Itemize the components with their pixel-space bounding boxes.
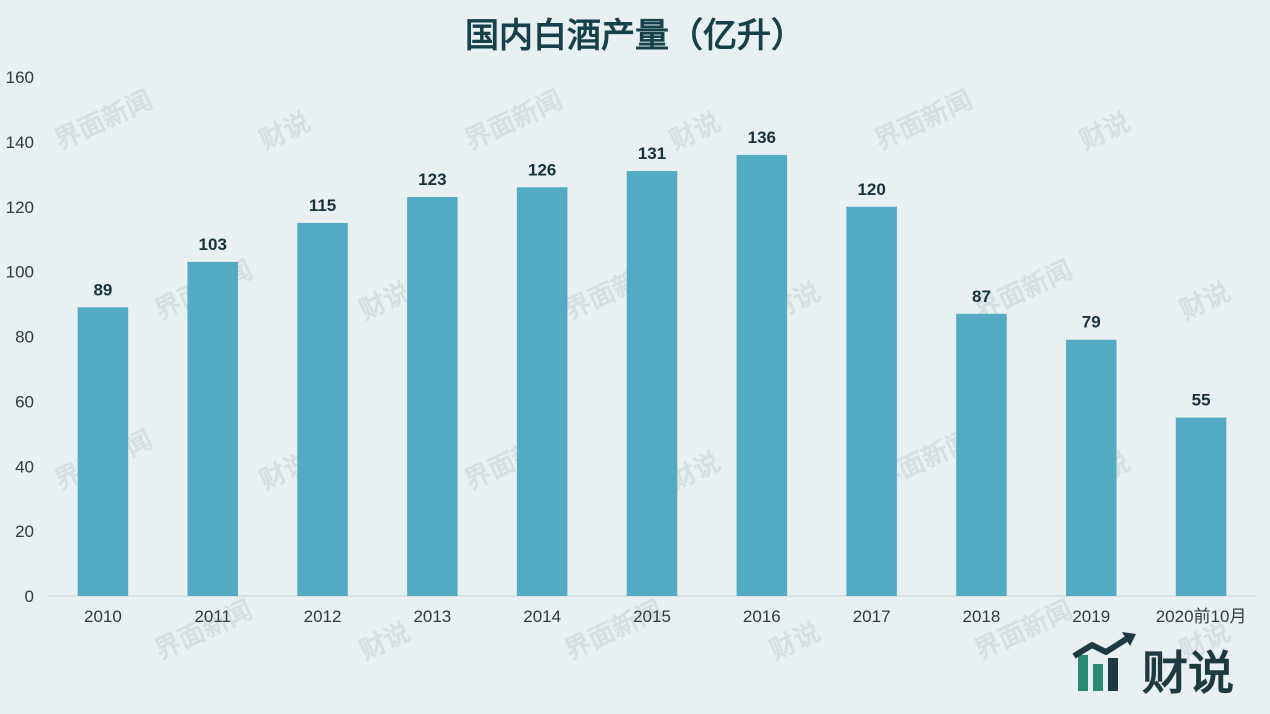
bar-2017 <box>846 206 897 596</box>
x-tick-label: 2016 <box>743 607 781 626</box>
x-tick-label: 2010 <box>84 607 122 626</box>
data-label: 87 <box>972 287 991 306</box>
x-tick-label: 2019 <box>1072 607 1110 626</box>
brand-logo: 财说 <box>1072 632 1234 700</box>
y-tick-label: 140 <box>6 133 34 152</box>
bar-2012 <box>297 222 348 596</box>
x-tick-label: 2014 <box>523 607 561 626</box>
watermark-text: 界面新闻 <box>460 84 567 156</box>
data-label: 115 <box>309 196 336 215</box>
watermark-text: 财说 <box>665 107 725 156</box>
bar-series <box>77 154 1227 597</box>
y-axis: 0 20 40 60 80 100 120 140 160 <box>6 68 34 606</box>
bar-chart-arrow-logo-icon <box>1072 632 1136 691</box>
data-label: 120 <box>857 180 885 199</box>
data-label: 136 <box>748 128 776 147</box>
data-label: 79 <box>1082 313 1101 332</box>
bar-2016 <box>736 154 788 596</box>
watermark-text: 财说 <box>355 617 415 666</box>
x-tick-label: 2012 <box>304 607 342 626</box>
bar-2015 <box>626 171 678 596</box>
x-tick-label: 2017 <box>853 607 891 626</box>
data-label: 123 <box>418 170 446 189</box>
x-tick-label: 2018 <box>963 607 1001 626</box>
data-label: 126 <box>528 160 556 179</box>
y-tick-label: 80 <box>15 328 34 347</box>
y-tick-label: 120 <box>6 198 34 217</box>
x-tick-label: 2013 <box>413 607 451 626</box>
data-label: 131 <box>638 144 666 163</box>
watermark-text: 财说 <box>355 277 415 326</box>
chart-title: 国内白酒产量（亿升） <box>465 16 805 56</box>
bar-2019 <box>1066 339 1117 596</box>
watermark-text: 界面新闻 <box>50 84 157 156</box>
x-axis: 2010 2011 2012 2013 2014 2015 2016 2017 2018 2019… <box>84 607 1246 626</box>
data-labels: 89 103 115 123 126 131 136 120 87 79 55 <box>93 128 1210 410</box>
y-tick-label: 40 <box>15 457 34 476</box>
bar-2013 <box>407 197 458 597</box>
y-tick-label: 160 <box>6 68 34 87</box>
watermark-text: 界面新闻 <box>150 594 257 666</box>
watermark-text: 财说 <box>1075 107 1135 156</box>
y-tick-label: 20 <box>15 522 34 541</box>
logo-text: 财说 <box>1142 646 1234 700</box>
bar-2014 <box>516 187 568 596</box>
watermark-text: 财说 <box>255 107 315 156</box>
watermark-text: 界面新闻 <box>870 84 977 156</box>
y-tick-label: 100 <box>6 263 34 282</box>
data-label: 55 <box>1192 391 1211 410</box>
x-tick-label: 2015 <box>633 607 671 626</box>
watermark-text: 界面新闻 <box>560 594 667 666</box>
watermark-text: 界面新闻 <box>970 594 1077 666</box>
x-tick-label: 2011 <box>194 607 231 626</box>
y-tick-label: 0 <box>25 587 34 606</box>
bar-2020前10月 <box>1175 417 1227 596</box>
data-label: 103 <box>199 235 227 254</box>
watermark-text: 财说 <box>1175 277 1235 326</box>
x-tick-label: 2020前10月 <box>1156 607 1247 626</box>
data-label: 89 <box>93 280 112 299</box>
bar-2011 <box>187 261 238 596</box>
bar-2018 <box>956 313 1007 596</box>
bar-2010 <box>77 307 129 596</box>
y-tick-label: 60 <box>15 392 34 411</box>
